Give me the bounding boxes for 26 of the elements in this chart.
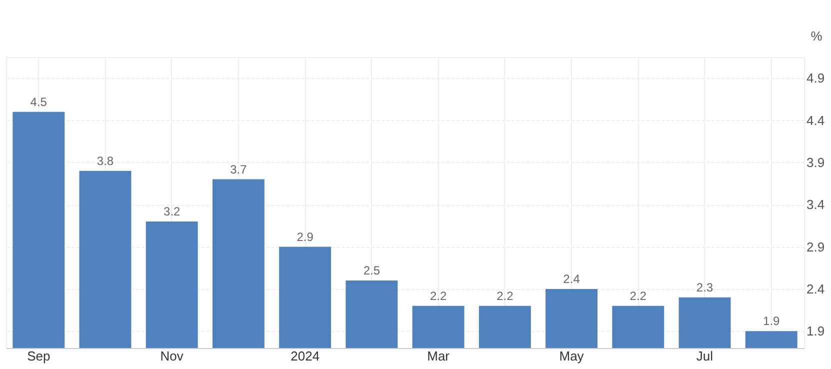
- x-tick-label: Jul: [696, 348, 714, 364]
- data-label: 2.4: [563, 272, 580, 286]
- data-label: 2.9: [296, 230, 314, 244]
- y-tick-label: 3.9: [806, 154, 825, 170]
- y-tick-label: 4.9: [806, 70, 825, 86]
- data-label: 3.7: [230, 162, 248, 176]
- y-tick-label: 4.4: [806, 112, 825, 128]
- data-label: 1.9: [763, 314, 780, 328]
- data-label: 2.2: [430, 288, 447, 303]
- data-label: 2.2: [630, 288, 647, 303]
- y-tick-label: 2.4: [806, 281, 825, 296]
- data-label: 2.5: [363, 264, 380, 278]
- data-label: 4.5: [30, 94, 48, 109]
- data-label: 2.2: [496, 288, 514, 303]
- data-label: 3.8: [96, 154, 114, 168]
- y-axis-title: %: [810, 28, 823, 44]
- data-label: 3.2: [164, 204, 181, 218]
- x-tick-label: Sep: [27, 348, 50, 364]
- y-tick-label: 2.9: [806, 239, 825, 254]
- x-tick-label: Mar: [427, 348, 450, 364]
- x-tick-label: May: [559, 348, 584, 364]
- y-tick-label: 1.9: [806, 324, 825, 339]
- data-label: 2.3: [696, 280, 714, 294]
- x-tick-label: 2024: [290, 348, 320, 364]
- x-tick-label: Nov: [160, 348, 184, 364]
- y-tick-label: 3.4: [806, 197, 825, 212]
